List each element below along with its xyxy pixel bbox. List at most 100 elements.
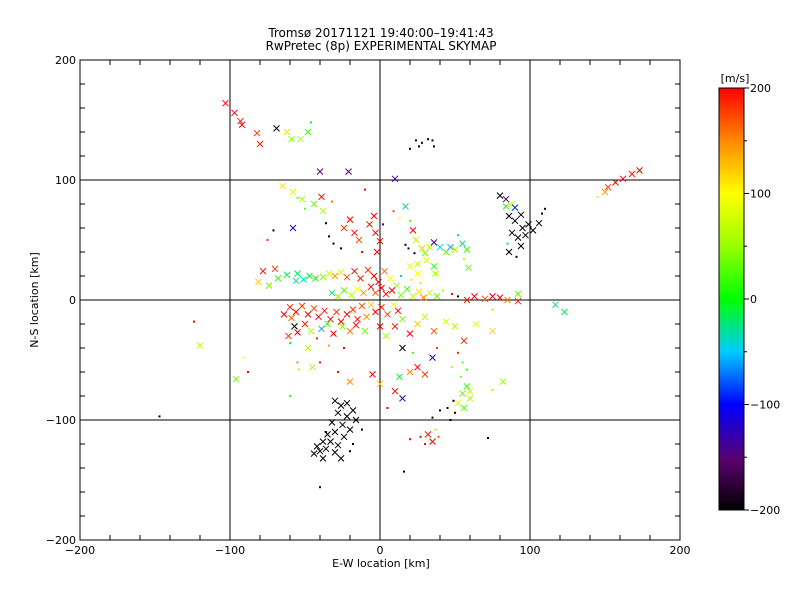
data-point-marker (402, 203, 409, 210)
data-point-dot (325, 431, 327, 433)
data-point-dot (419, 282, 422, 285)
data-point-marker (352, 321, 360, 329)
data-point-dot (419, 435, 422, 438)
data-point-marker (292, 277, 300, 285)
data-point-marker (283, 128, 291, 136)
data-point-marker (414, 320, 421, 328)
data-point-marker (340, 224, 348, 232)
data-point-marker (387, 275, 394, 282)
data-point-marker (508, 229, 516, 237)
data-point-marker (399, 395, 406, 402)
data-point-marker (288, 135, 295, 143)
data-point-marker (370, 212, 378, 220)
data-point-marker (346, 327, 354, 335)
data-point-marker (535, 219, 543, 227)
data-point-dot (304, 207, 306, 210)
data-point-dot (506, 242, 509, 245)
data-point-marker (298, 302, 306, 310)
data-point-marker (522, 231, 529, 239)
data-point-dot (442, 289, 444, 292)
data-point-dot (421, 141, 423, 144)
data-point-dot (451, 366, 453, 369)
data-point-dot (407, 247, 410, 250)
data-point-marker (394, 307, 402, 315)
data-point-marker (412, 236, 420, 244)
data-point-dot (461, 361, 464, 364)
data-point-marker (409, 227, 417, 234)
data-point-marker (310, 450, 318, 457)
data-point-marker (237, 117, 244, 125)
colorbar-tick-label: −100 (750, 399, 780, 412)
data-point-marker (340, 433, 348, 441)
data-point-marker (304, 128, 312, 136)
data-point-marker (636, 167, 643, 174)
data-point-marker (384, 311, 391, 318)
data-point-marker (466, 395, 474, 402)
data-point-marker (403, 285, 411, 293)
data-point-marker (319, 455, 327, 462)
data-point-marker (331, 449, 339, 456)
data-point-dot (451, 293, 453, 295)
data-point-marker (196, 342, 204, 349)
data-point-marker (499, 378, 507, 385)
data-point-dot (463, 258, 465, 261)
x-tick-label: 100 (520, 544, 541, 557)
data-point-dot (328, 235, 330, 238)
data-point-dot (596, 195, 599, 198)
y-tick-label: 100 (55, 174, 76, 187)
data-point-marker (310, 200, 318, 208)
data-point-dot (466, 368, 468, 371)
data-point-marker (415, 288, 423, 295)
data-point-marker (451, 246, 459, 253)
data-point-marker (432, 270, 439, 277)
data-point-dot (328, 344, 330, 347)
data-point-marker (421, 249, 429, 257)
data-point-marker (505, 248, 513, 256)
data-point-marker (337, 402, 345, 409)
data-point-dot (382, 223, 384, 226)
data-point-marker (327, 438, 334, 445)
data-point-marker (283, 271, 291, 279)
data-point-marker (451, 323, 459, 330)
data-point-marker (337, 269, 345, 276)
data-point-marker (525, 221, 532, 228)
data-point-dot (316, 337, 318, 340)
data-point-dot (409, 219, 411, 222)
data-point-marker (370, 272, 378, 280)
data-point-marker (337, 455, 345, 462)
data-point-dot (296, 361, 299, 364)
data-point-marker (502, 195, 510, 203)
data-point-marker (280, 311, 288, 318)
data-point-dot (449, 419, 452, 421)
data-point-marker (265, 282, 273, 289)
data-point-marker (339, 421, 346, 429)
data-point-marker (331, 397, 339, 405)
data-point-marker (271, 265, 279, 273)
data-point-marker (388, 287, 396, 294)
data-point-dot (434, 428, 437, 431)
data-point-marker (351, 267, 358, 275)
data-point-marker (222, 99, 229, 107)
data-point-marker (514, 234, 522, 241)
data-point-marker (312, 275, 319, 282)
data-point-dot (298, 368, 300, 371)
data-point-marker (409, 293, 417, 300)
data-point-marker (375, 278, 382, 286)
data-point-dot (491, 389, 494, 391)
data-point-dot (431, 139, 434, 142)
data-point-marker (612, 179, 619, 186)
data-point-marker (256, 140, 264, 148)
data-point-dot (439, 409, 441, 412)
data-point-marker (310, 305, 318, 312)
data-point-dot (515, 255, 518, 258)
data-point-dot (289, 342, 291, 345)
data-point-marker (367, 283, 375, 291)
data-point-marker (328, 419, 336, 426)
data-point-marker (231, 109, 238, 117)
data-point-dot (487, 437, 489, 439)
data-point-marker (414, 363, 421, 371)
data-point-marker (430, 327, 438, 335)
data-point-marker (460, 404, 468, 412)
data-point-marker (460, 337, 468, 345)
